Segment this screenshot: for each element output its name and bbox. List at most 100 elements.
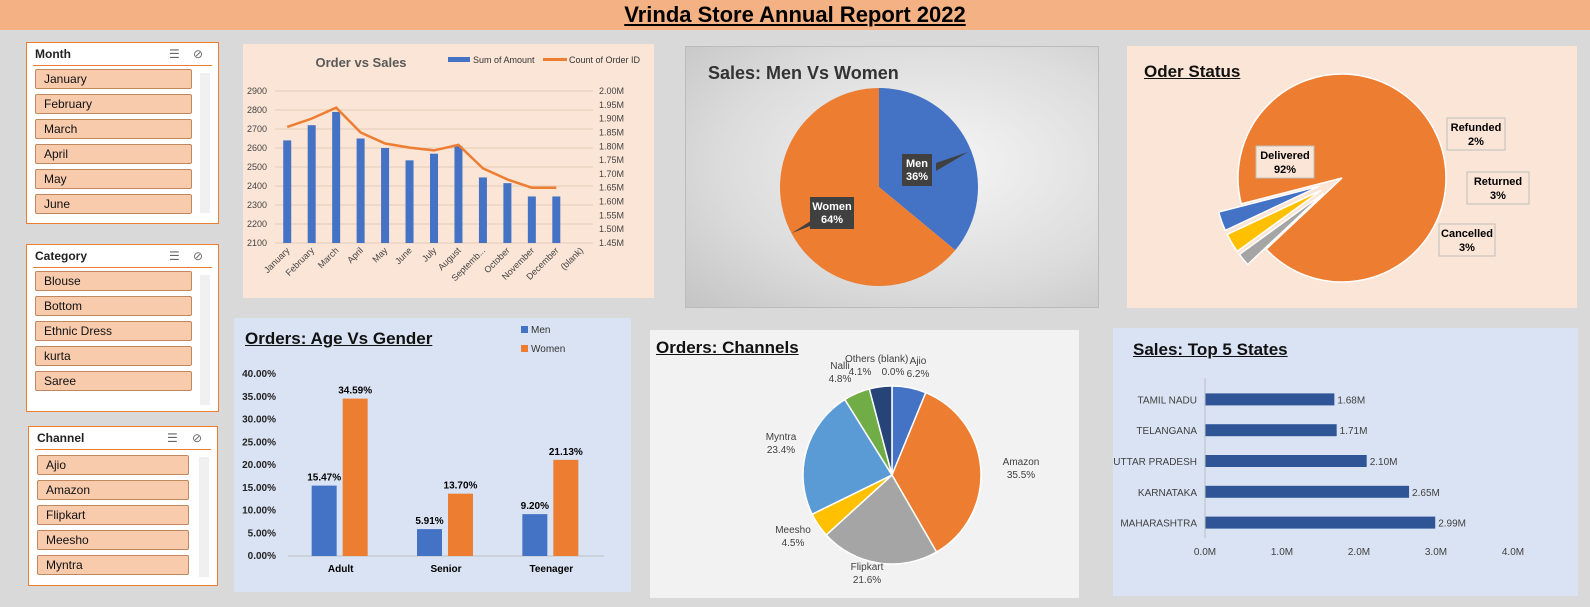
state-bar [1205,485,1410,498]
y-tick-label: 30.00% [242,415,276,426]
y-tick-label: 5.00% [248,528,276,539]
state-label: TAMIL NADU [1138,395,1197,406]
y-left-tick-label: 2400 [247,181,267,191]
legend-swatch [521,326,528,333]
legend-swatch-amount [448,57,470,62]
data-label: 2.99M [1438,519,1466,530]
order-status-slice-cancelled [1217,185,1320,232]
men-women-panel: Sales: Men Vs Women Men 36% Women 64% [685,46,1099,308]
data-label: 2.10M [1370,457,1398,468]
slicer-item-flipkart[interactable]: Flipkart [37,505,189,525]
y-right-tick-label: 1.90M [599,114,624,124]
slicer-item-ajio[interactable]: Ajio [37,455,189,475]
bar-amount [430,153,438,243]
age-gender-title: Orders: Age Vs Gender [245,329,433,348]
y-tick-label: 10.00% [242,506,276,517]
multi-select-icon[interactable]: ☰ [167,431,178,445]
data-label-name: (blank) [878,354,909,365]
slicer-item-kurta[interactable]: kurta [35,346,192,366]
order-status-slice-returned [1226,189,1322,253]
state-bar [1205,393,1335,406]
slicer-header: Category ☰ ⊘ [33,245,212,268]
state-label: KARNATAKA [1138,488,1197,499]
data-label-name: Cancelled [1441,228,1493,240]
line-orders [286,106,557,189]
data-label: 15.47% [307,473,341,484]
clear-filter-icon[interactable]: ⊘ [193,249,204,263]
y-right-tick-label: 1.85M [599,127,624,137]
x-tick-label: 2.0M [1348,547,1370,558]
data-label-pct: 35.5% [1007,470,1035,481]
data-label-pct: 4.8% [829,374,852,385]
state-bar [1205,424,1337,437]
data-label: 1.71M [1340,426,1368,437]
data-label-name: Women [812,201,852,213]
bar-amount [478,177,487,243]
y-left-tick-label: 2700 [247,124,267,134]
bar-men [522,514,548,556]
data-label-pct: 36% [906,171,928,183]
slicer-item-blouse[interactable]: Blouse [35,271,192,291]
channels-pie: Ajio 6.2% Amazon 35.5% Flipkart 21.6% Meesho 4.… [766,354,1040,586]
report-title: Vrinda Store Annual Report 2022 [624,2,966,27]
data-label-box [1255,145,1315,179]
age-gender-chart: Men Women 0.00% 5.00% 10.00% 15.00% 20.00% 25.0… [242,325,604,575]
slicer-item-ethnic-dress[interactable]: Ethnic Dress [35,321,192,341]
clear-filter-icon[interactable]: ⊘ [192,431,203,445]
y-left-tick-label: 2800 [247,105,267,115]
data-label-name: Returned [1474,176,1522,188]
scrollbar[interactable] [200,73,210,213]
legend-label-amount: Sum of Amount [473,55,535,65]
slicer-item-april[interactable]: April [35,144,192,164]
channel-slice-myntra [802,398,894,516]
top-states-title: Sales: Top 5 States [1133,340,1288,359]
slicer-item-saree[interactable]: Saree [35,371,192,391]
scrollbar[interactable] [200,275,210,405]
x-tick-label: March [316,245,341,270]
slicer-item-amazon[interactable]: Amazon [37,480,189,500]
order-status-slice-delivered [1237,73,1447,283]
state-label: TELANGANA [1136,426,1197,437]
slicer-item-february[interactable]: February [35,94,192,114]
bar-amount [307,125,316,243]
men-women-slice-women [780,88,956,286]
slicer-item-june[interactable]: June [35,194,192,214]
slicer-item-march[interactable]: March [35,119,192,139]
slicer-item-bottom[interactable]: Bottom [35,296,192,316]
y-right-tick-label: 1.55M [599,210,624,220]
order-status-panel: Oder Status Delivered 92% Refunded 2% Return… [1127,46,1577,308]
scrollbar[interactable] [199,457,209,577]
data-label-box [902,154,932,186]
multi-select-icon[interactable]: ☰ [169,249,180,263]
channel-slice-flipkart [825,473,938,565]
slicer-item-january[interactable]: January [35,69,192,89]
order-vs-sales-panel: Order vs Sales Sum of Amount Count of Orde… [243,44,654,298]
x-tick-label: Senior [430,564,461,575]
channel-slicer[interactable]: Channel ☰ ⊘ Ajio Amazon Flipkart Meesho Mynt… [28,426,218,586]
channels-title: Orders: Channels [656,338,799,357]
slicer-item-meesho[interactable]: Meesho [37,530,189,550]
category-slicer[interactable]: Category ☰ ⊘ Blouse Bottom Ethnic Dress kur… [26,244,219,412]
x-tick-label: Teenager [529,564,573,575]
slicer-header: Month ☰ ⊘ [33,43,212,66]
state-label: UTTAR PRADESH [1113,457,1197,468]
month-slicer[interactable]: Month ☰ ⊘ January February March April May Ju… [26,42,219,224]
clear-filter-icon[interactable]: ⊘ [193,47,204,61]
data-label: 34.59% [338,386,372,397]
age-gender-panel: Orders: Age Vs Gender Men Women 0.00% 5.00%… [234,318,631,592]
slicer-item-myntra[interactable]: Myntra [37,555,189,575]
x-tick-label: 4.0M [1502,547,1524,558]
data-label-name: Nalli [830,361,849,372]
report-banner: Vrinda Store Annual Report 2022 [0,0,1590,30]
data-label-name: Delivered [1260,150,1310,162]
data-label: 13.70% [444,481,478,492]
data-label-box [1446,117,1506,151]
legend-label-orders: Count of Order ID [569,55,641,65]
slicer-item-may[interactable]: May [35,169,192,189]
data-label-name: Meesho [775,525,811,536]
data-label: 2.65M [1412,488,1440,499]
y-right-tick-label: 1.45M [599,238,624,248]
slicer-title: Channel [37,431,85,445]
data-label-pct: 64% [821,214,843,226]
multi-select-icon[interactable]: ☰ [169,47,180,61]
